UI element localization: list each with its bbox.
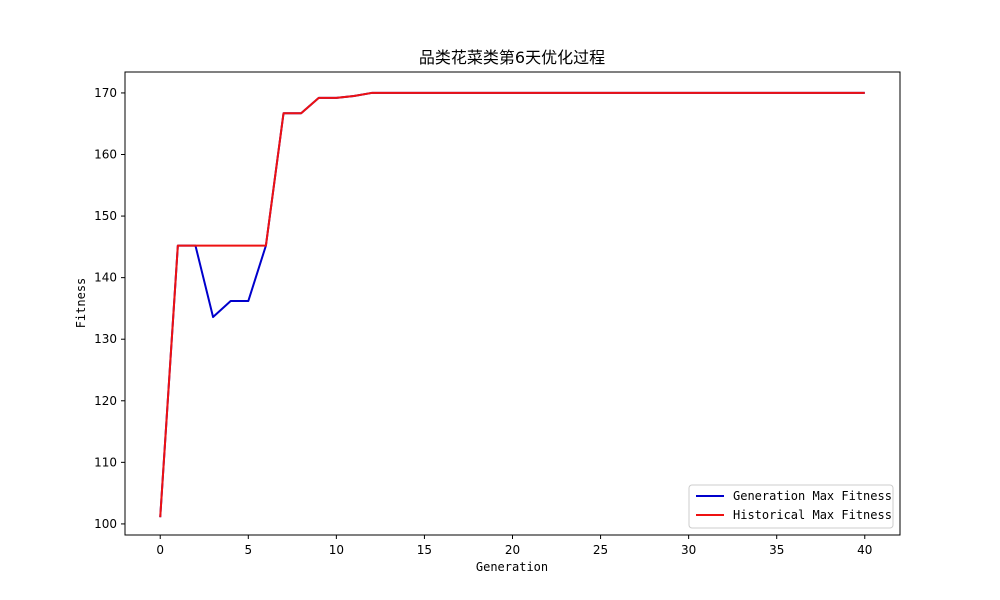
y-axis-ticks: 100 110 120 130 140 150 160 170 [94, 86, 125, 531]
x-tick-label: 0 [156, 543, 164, 557]
y-tick-label: 170 [94, 86, 117, 100]
x-tick-label: 25 [593, 543, 608, 557]
historical-max-fitness-line [159, 91, 865, 518]
x-tick-label: 20 [505, 543, 520, 557]
y-tick-label: 110 [94, 455, 117, 469]
x-tick-label: 5 [244, 543, 252, 557]
x-axis-label: Generation [476, 560, 548, 574]
series-lines [159, 91, 865, 518]
legend: Generation Max Fitness Historical Max Fi… [688, 484, 894, 529]
y-tick-label: 140 [94, 271, 117, 285]
plot-area [124, 71, 901, 536]
x-tick-label: 40 [857, 543, 872, 557]
y-axis-label: Fitness [74, 278, 88, 329]
y-tick-label: 130 [94, 332, 117, 346]
x-tick-label: 15 [417, 543, 432, 557]
chart-title: 品类花菜类第6天优化过程 [419, 48, 605, 67]
x-tick-label: 30 [681, 543, 696, 557]
y-tick-label: 150 [94, 209, 117, 223]
legend-box [688, 484, 894, 529]
x-tick-label: 35 [769, 543, 784, 557]
y-tick-label: 100 [94, 517, 117, 531]
y-tick-label: 160 [94, 148, 117, 162]
legend-label-generation: Generation Max Fitness [733, 489, 892, 503]
plot-frame [124, 71, 901, 536]
x-axis-ticks: 0 5 10 15 20 25 30 35 40 [156, 535, 872, 557]
legend-label-historical: Historical Max Fitness [733, 508, 892, 522]
x-tick-label: 10 [329, 543, 344, 557]
y-tick-label: 120 [94, 394, 117, 408]
